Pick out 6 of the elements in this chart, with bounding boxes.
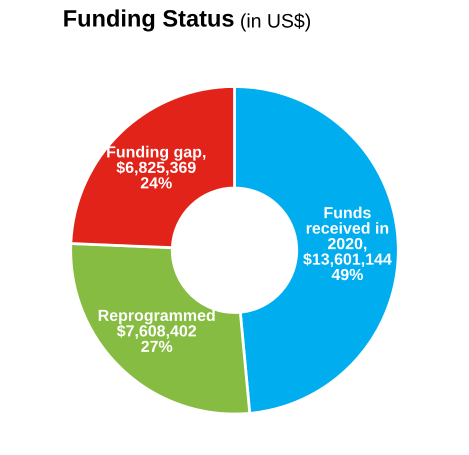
chart-subtitle: (in US$) (241, 13, 310, 32)
data-label: $7,608,402 27% (116, 324, 196, 352)
slice-label: Funds received in 2020, $13,601,144 49% (303, 206, 392, 280)
slice-label: Reprogrammed (98, 309, 215, 324)
chart-title: Funding Status (64, 9, 234, 32)
slice-label: Funding gap, $6,825,369 24% (107, 146, 206, 188)
